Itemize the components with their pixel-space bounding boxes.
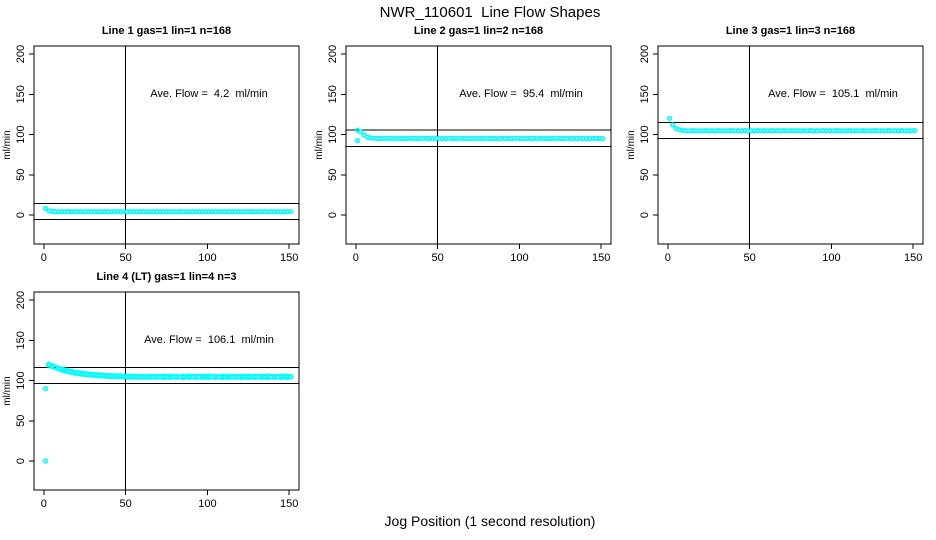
panel-4-plot-canvas: 0 50 100 150 0 50 100 150 200 [15, 291, 300, 510]
panel-title: Line 3 gas=1 lin=3 n=168 [725, 25, 856, 37]
x-tick-label: 150 [592, 252, 610, 264]
plot-box [33, 45, 300, 245]
y-tick-label: 200 [639, 45, 651, 63]
panel-line-1: Line 1 gas=1 lin=1 n=168 Ave. Flow = 4.2… [0, 20, 312, 270]
x-tick-label: 100 [198, 498, 216, 510]
y-tick-label: 50 [639, 169, 651, 181]
y-tick-label: 50 [327, 169, 339, 181]
x-tick-label: 100 [822, 252, 840, 264]
panel-1-plot-canvas: 0 50 100 150 0 50 100 150 200 [15, 45, 300, 264]
y-tick-label: 150 [15, 331, 27, 349]
y-tick-label: 150 [639, 85, 651, 103]
plot-box [33, 291, 300, 491]
x-tick-label: 150 [280, 252, 298, 264]
panel-line-3: Line 3 gas=1 lin=3 n=168 Ave. Flow = 105… [624, 20, 936, 270]
y-tick-label: 0 [639, 212, 651, 218]
x-tick-label: 100 [198, 252, 216, 264]
y-tick-label: 50 [15, 169, 27, 181]
x-tick-label: 0 [41, 252, 47, 264]
x-tick-label: 0 [353, 252, 359, 264]
x-tick-label: 0 [41, 498, 47, 510]
data-point [42, 458, 49, 464]
x-tick-label: 50 [431, 252, 443, 264]
x-tick-label: 50 [119, 252, 131, 264]
panel-line-4: Line 4 (LT) gas=1 lin=4 n=3 Ave. Flow = … [0, 266, 312, 516]
panel-2-plot-canvas: 0 50 100 150 0 50 100 150 200 [327, 45, 612, 264]
data-point [288, 374, 294, 380]
y-tick-label: 200 [327, 45, 339, 63]
x-tick-label: 150 [280, 498, 298, 510]
data-point [354, 137, 361, 144]
avg-flow-annotation: Ave. Flow = 106.1 ml/min [144, 334, 274, 346]
data-point [288, 209, 294, 215]
data-point [42, 205, 49, 211]
x-axis-title: Jog Position (1 second resolution) [384, 513, 596, 529]
y-tick-label: 0 [327, 212, 339, 218]
y-tick-label: 50 [15, 415, 27, 427]
y-tick-label: 100 [327, 125, 339, 143]
data-points [666, 115, 918, 134]
x-tick-label: 150 [904, 252, 922, 264]
panel-title: Line 4 (LT) gas=1 lin=4 n=3 [96, 271, 237, 283]
x-tick-label: 0 [665, 252, 671, 264]
y-tick-label: 100 [639, 125, 651, 143]
avg-flow-annotation: Ave. Flow = 4.2 ml/min [150, 88, 268, 100]
data-point [670, 122, 676, 128]
y-tick-label: 150 [327, 85, 339, 103]
y-tick-label: 200 [15, 291, 27, 309]
x-tick-label: 50 [743, 252, 755, 264]
panel-title: Line 2 gas=1 lin=2 n=168 [413, 25, 544, 37]
plot-box [345, 45, 612, 245]
data-points [42, 361, 294, 464]
panel-line-2: Line 2 gas=1 lin=2 n=168 Ave. Flow = 95.… [312, 20, 624, 270]
panel-title: Line 1 gas=1 lin=1 n=168 [101, 25, 232, 37]
y-tick-label: 100 [15, 371, 27, 389]
x-tick-label: 100 [510, 252, 528, 264]
y-tick-label: 200 [15, 45, 27, 63]
plot-box [657, 45, 924, 245]
y-tick-label: 0 [15, 212, 27, 218]
data-point [912, 127, 918, 134]
data-point [358, 129, 364, 135]
figure-title: NWR_110601 Line Flow Shapes [379, 4, 601, 21]
y-tick-label: 0 [15, 458, 27, 464]
y-tick-label: 150 [15, 85, 27, 103]
avg-flow-annotation: Ave. Flow = 95.4 ml/min [459, 88, 583, 100]
y-tick-label: 100 [15, 125, 27, 143]
data-point [666, 115, 673, 121]
x-tick-label: 50 [119, 498, 131, 510]
data-points [42, 205, 294, 215]
panel-3-plot-canvas: 0 50 100 150 0 50 100 150 200 [639, 45, 924, 264]
data-point [42, 385, 49, 392]
data-point [600, 135, 606, 142]
avg-flow-annotation: Ave. Flow = 105.1 ml/min [768, 88, 898, 100]
data-points [354, 127, 606, 144]
